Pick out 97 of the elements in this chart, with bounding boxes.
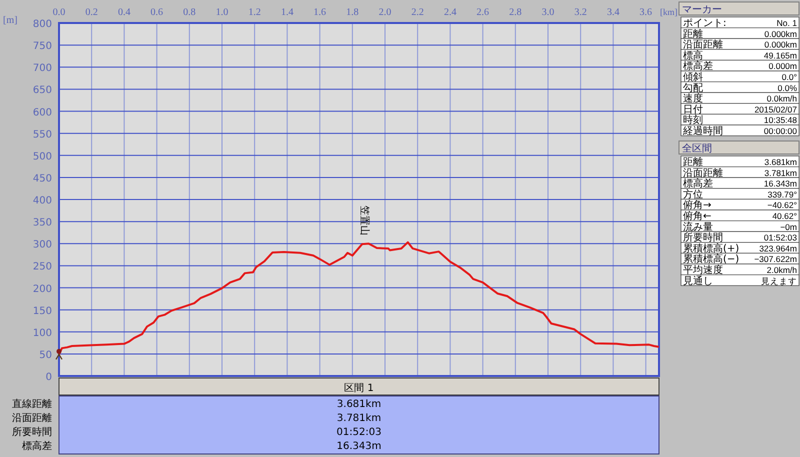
text: 沿面距離 bbox=[683, 38, 723, 51]
text: 方位 bbox=[683, 188, 703, 200]
text: 標高差 bbox=[22, 440, 52, 452]
x-tick-label: 1.8 bbox=[346, 7, 359, 18]
x-tick-label: 3.4 bbox=[606, 7, 620, 18]
x-tick-label: 2.0 bbox=[378, 7, 392, 18]
text: 10:35:48 bbox=[764, 115, 798, 126]
text: 距離 bbox=[683, 156, 703, 168]
x-tick-label: 2.2 bbox=[411, 7, 424, 18]
text: 見えます bbox=[761, 276, 797, 286]
text: 標高差 bbox=[683, 60, 713, 72]
x-tick-label: 3.2 bbox=[574, 7, 587, 18]
text: 経過時間 bbox=[682, 125, 723, 137]
text: 直線距離 bbox=[12, 398, 52, 410]
text: 2.0km/h bbox=[766, 265, 798, 275]
y-tick-label: 750 bbox=[32, 41, 52, 52]
x-tick-label: 2.8 bbox=[509, 7, 522, 18]
y-tick-label: 600 bbox=[32, 107, 52, 118]
text: マーカー bbox=[682, 4, 722, 16]
text: 339.79° bbox=[768, 189, 797, 200]
text: 0.000km bbox=[764, 28, 797, 39]
text: No. 1 bbox=[776, 18, 798, 28]
text: ポイント: bbox=[683, 18, 726, 29]
y-tick-label: 450 bbox=[32, 173, 52, 184]
text: 平均速度 bbox=[683, 264, 723, 276]
y-tick-label: 500 bbox=[32, 151, 52, 162]
text: −40.62° bbox=[767, 200, 797, 210]
y-tick-label: 0 bbox=[46, 372, 52, 383]
x-tick-label: 1.6 bbox=[314, 7, 326, 18]
y-tick-label: 50 bbox=[39, 350, 52, 361]
x-axis-title: [km] bbox=[660, 7, 678, 17]
line-series bbox=[58, 241, 660, 356]
x-tick-label: 0.8 bbox=[183, 7, 196, 18]
x-tick-label: 2.4 bbox=[444, 7, 456, 18]
x-tick-label: 3.0 bbox=[542, 7, 554, 18]
text: 01:52:03 bbox=[764, 232, 798, 243]
text: 49.165m bbox=[764, 50, 797, 60]
text: 沿面距離 bbox=[12, 412, 52, 424]
text: 勾配 bbox=[683, 82, 703, 94]
text: 40.62° bbox=[772, 211, 797, 221]
text: 流み量 bbox=[683, 220, 713, 233]
text: 16.343m bbox=[764, 178, 797, 189]
x-tick-label: 1.4 bbox=[280, 7, 294, 18]
x-tick-label: 0.2 bbox=[85, 7, 98, 18]
text: 沿面距離 bbox=[683, 166, 723, 179]
text: 所要時間 bbox=[683, 232, 723, 244]
text: −307.622m bbox=[754, 254, 797, 264]
text: 全区間 bbox=[682, 142, 712, 154]
y-tick-label: 300 bbox=[32, 240, 52, 251]
y-tick-label: 350 bbox=[32, 218, 52, 229]
y-tick-label: 650 bbox=[32, 85, 52, 96]
text: 2015/02/07 bbox=[754, 104, 798, 114]
x-tick-label: 3.6 bbox=[640, 7, 652, 18]
y-tick-label: 700 bbox=[32, 63, 52, 74]
y-tick-label: 150 bbox=[32, 306, 52, 317]
text: 3.781km bbox=[764, 168, 797, 178]
text: 3.781km bbox=[336, 413, 382, 424]
text: 16.343m bbox=[336, 441, 382, 452]
y-tick-label: 400 bbox=[32, 196, 52, 206]
text: 0.000m bbox=[768, 61, 797, 72]
text: 0.0% bbox=[778, 82, 798, 93]
text: 見通し bbox=[683, 274, 713, 287]
text: 俯角← bbox=[683, 210, 712, 222]
text: 00:00:00 bbox=[764, 126, 798, 136]
text: 0.0km/h bbox=[766, 94, 798, 104]
x-tick-label: 2.6 bbox=[476, 7, 490, 18]
text: 0.000km bbox=[764, 40, 797, 50]
text: 距離 bbox=[683, 28, 703, 40]
text: 俯角→ bbox=[683, 199, 712, 212]
text: 323.964m bbox=[759, 243, 797, 254]
annotation: 笠置山 bbox=[358, 206, 370, 236]
x-tick-label: 0.0 bbox=[52, 7, 66, 18]
y-tick-label: 250 bbox=[32, 262, 52, 273]
text: 3.681km bbox=[336, 399, 382, 410]
text: 傾斜 bbox=[683, 71, 703, 83]
y-axis-title: [m] bbox=[3, 15, 18, 26]
x-tick-label: 0.4 bbox=[118, 7, 130, 18]
text: 日付 bbox=[683, 104, 703, 116]
y-tick-label: 200 bbox=[32, 284, 52, 295]
x-tick-label: 1.0 bbox=[216, 7, 228, 18]
x-tick-label: 1.2 bbox=[248, 7, 261, 18]
text: 0.0° bbox=[782, 72, 797, 82]
text: 速度 bbox=[683, 92, 703, 105]
text: 時刻 bbox=[683, 114, 703, 126]
y-tick-label: 100 bbox=[32, 328, 52, 339]
text: 標高 bbox=[683, 49, 703, 62]
text: 01:52:03 bbox=[336, 427, 382, 438]
text: 累積標高(−) bbox=[683, 253, 740, 266]
text: 所要時間 bbox=[12, 426, 52, 438]
y-tick-label: 550 bbox=[32, 129, 52, 140]
y-tick-label: 800 bbox=[32, 19, 52, 30]
text: 区間 1 bbox=[344, 383, 374, 394]
text: 標高差 bbox=[683, 178, 713, 190]
text: −0m bbox=[780, 222, 797, 232]
x-tick-label: 0.6 bbox=[150, 7, 164, 18]
text: 累積標高(+) bbox=[683, 242, 740, 254]
text: 3.681km bbox=[764, 157, 797, 167]
